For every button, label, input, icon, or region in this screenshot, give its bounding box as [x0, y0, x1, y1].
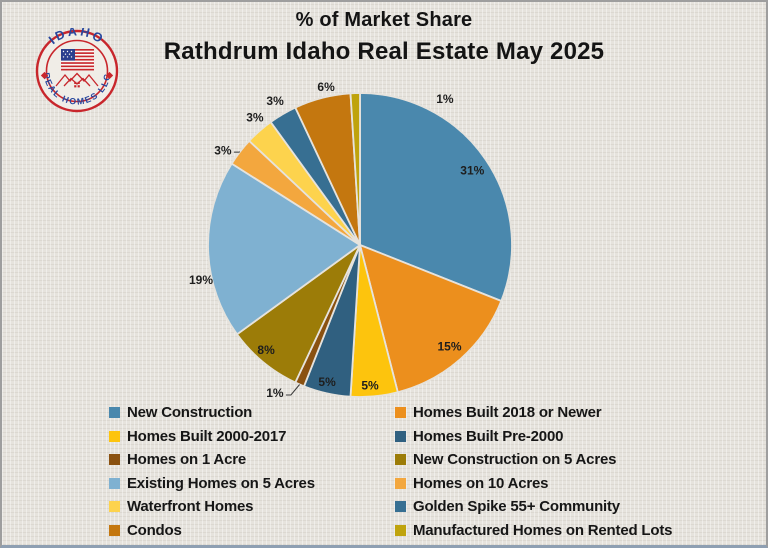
logo-inner-ring [45, 39, 109, 103]
legend-label: Homes on 10 Acres [413, 474, 549, 492]
legend-swatch-icon [109, 430, 120, 442]
legend-label: Homes Built Pre-2000 [413, 427, 564, 445]
pct-label-new-construction: 31% [460, 163, 484, 177]
pie-percent-labels: 31%15%5%5%1%8%19%3%3%3%6%1% [189, 80, 485, 400]
pct-label-waterfront-homes: 3% [246, 110, 264, 124]
legend-swatch-icon [109, 407, 120, 419]
chart-subtitle: Rathdrum Idaho Real Estate May 2025 [163, 38, 605, 65]
chart-title: % of Market Share [295, 9, 473, 31]
legend-label: Homes Built 2018 or Newer [413, 404, 602, 421]
legend-label: New Construction on 5 Acres [413, 451, 617, 468]
legend-swatch-icon [395, 407, 406, 419]
legend-label: Golden Spike 55+ Community [413, 498, 620, 515]
pie-slices-group [207, 92, 513, 398]
legend-item-new-construction: New Construction [109, 404, 395, 422]
pie-slice-existing-homes-on-5-acres [207, 162, 361, 336]
legend-swatch-icon [395, 454, 406, 466]
pie-slice-new-construction [359, 92, 513, 302]
legend-swatch-icon [395, 524, 406, 536]
legend-swatch-icon [109, 501, 120, 513]
legend-item-homes-built-2000-2017: Homes Built 2000-2017 [109, 428, 395, 446]
legend-label: Homes on 1 Acre [127, 451, 246, 468]
pct-label-homes-on-10-acres: 3% [214, 143, 232, 157]
leader-line-homes-on-1-acre [285, 384, 300, 396]
legend-item-homes-on-10-acres: Homes on 10 Acres [395, 475, 672, 493]
legend-item-condos: Condos [109, 522, 395, 540]
pie-leader-lines [233, 151, 300, 396]
legend-swatch-icon [109, 477, 120, 489]
legend-swatch-icon [395, 477, 406, 489]
pct-label-manufactured-homes-on-rented-lots: 1% [436, 92, 454, 106]
pct-label-homes-built-2000-2017: 5% [361, 378, 379, 392]
pct-label-homes-built-2018-or-newer: 15% [437, 340, 461, 354]
legend-item-golden-spike-55-community: Golden Spike 55+ Community [395, 498, 672, 516]
legend-swatch-icon [395, 501, 406, 513]
legend-item-new-construction-on-5-acres: New Construction on 5 Acres [395, 451, 672, 469]
legend-item-homes-built-2018-or-newer: Homes Built 2018 or Newer [395, 404, 672, 422]
legend-item-manufactured-homes-on-rented-lots: Manufactured Homes on Rented Lots [395, 522, 672, 540]
pie-slice-manufactured-homes-on-rented-lots [349, 92, 361, 246]
chart-legend: New Construction Homes Built 2018 or Newe… [109, 404, 672, 539]
legend-swatch-icon [109, 524, 120, 536]
legend-swatch-icon [395, 430, 406, 442]
legend-label: Manufactured Homes on Rented Lots [413, 521, 673, 539]
pct-label-homes-built-pre-2000: 5% [318, 375, 336, 389]
pct-label-condos: 6% [317, 80, 335, 94]
pct-label-existing-homes-on-5-acres: 19% [189, 273, 213, 287]
legend-label: Waterfront Homes [127, 498, 254, 515]
legend-swatch-icon [109, 454, 120, 466]
legend-label: Existing Homes on 5 Acres [127, 474, 315, 492]
flag-icon [61, 49, 94, 71]
pie-slice-homes-built-2018-or-newer [359, 244, 503, 394]
pct-label-golden-spike-55-community: 3% [266, 94, 284, 108]
pct-label-new-construction-on-5-acres: 8% [257, 343, 275, 357]
legend-label: New Construction [127, 404, 253, 421]
logo-window-icon [74, 81, 80, 88]
legend-item-existing-homes-on-5-acres: Existing Homes on 5 Acres [109, 475, 395, 493]
pct-label-homes-on-1-acre: 1% [266, 386, 284, 400]
logo-outer-ring [35, 29, 119, 113]
idaho-real-homes-logo: IDAHO REAL HOMES LLC [35, 28, 119, 113]
mountains-icon [55, 72, 99, 87]
legend-label: Condos [127, 521, 182, 539]
legend-label: Homes Built 2000-2017 [127, 427, 287, 445]
legend-item-homes-on-1-acre: Homes on 1 Acre [109, 451, 395, 469]
legend-item-waterfront-homes: Waterfront Homes [109, 498, 395, 516]
legend-item-homes-built-pre-2000: Homes Built Pre-2000 [395, 428, 672, 446]
